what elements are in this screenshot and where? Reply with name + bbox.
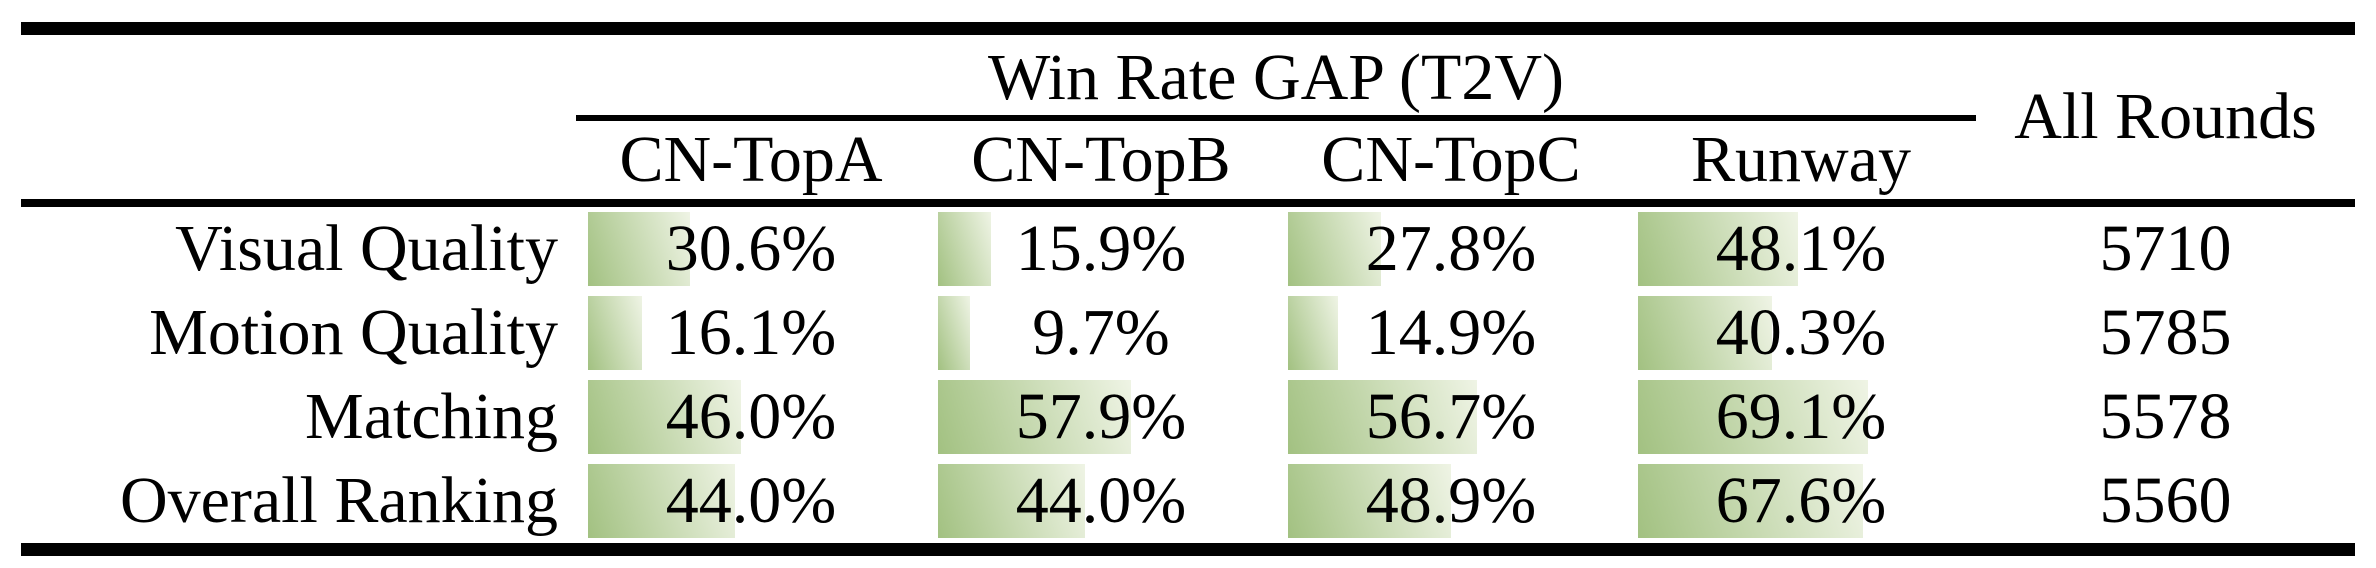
win-rate-bar — [588, 464, 735, 538]
win-rate-value: 56.7% — [1365, 380, 1537, 453]
value-cell: 44.0% — [926, 459, 1276, 543]
win-rate-group-column: Win Rate GAP (T2V) CN-TopA CN-TopB CN-To… — [576, 35, 1976, 199]
win-rate-bar — [1638, 296, 1773, 370]
bottom-rule — [21, 543, 2355, 556]
win-rate-value: 40.3% — [1715, 296, 1887, 369]
win-rate-value: 69.1% — [1715, 380, 1887, 453]
value-cell: 16.1% — [576, 291, 926, 375]
win-rate-bar — [1638, 380, 1869, 454]
value-cell: 46.0% — [576, 375, 926, 459]
win-rate-bar — [1638, 464, 1864, 538]
row-label: Motion Quality — [149, 296, 558, 369]
win-rate-bar — [588, 296, 642, 370]
win-rate-value: 14.9% — [1365, 296, 1537, 369]
win-rate-value: 44.0% — [1015, 464, 1187, 537]
column-header-cn-topc: CN-TopC — [1321, 123, 1581, 196]
win-rate-value: 15.9% — [1015, 212, 1187, 285]
win-rate-bar — [1288, 296, 1338, 370]
win-rate-value: 9.7% — [1032, 296, 1170, 369]
win-rate-table: Win Rate GAP (T2V) CN-TopA CN-TopB CN-To… — [21, 22, 2355, 556]
column-header-cn-topb: CN-TopB — [971, 123, 1231, 196]
row-label: Overall Ranking — [119, 464, 558, 537]
win-rate-value: 44.0% — [665, 464, 837, 537]
all-rounds-value: 5785 — [2099, 296, 2232, 369]
table-row-visual-quality: Visual Quality 30.6% 15.9% 27.8% 48.1% 5… — [21, 207, 2355, 291]
value-cell: 40.3% — [1626, 291, 1976, 375]
win-rate-bar — [1288, 212, 1381, 286]
value-cell: 30.6% — [576, 207, 926, 291]
column-header-runway: Runway — [1691, 123, 1911, 196]
value-cell: 48.1% — [1626, 207, 1976, 291]
win-rate-bar — [588, 212, 690, 286]
win-rate-bar — [938, 212, 991, 286]
win-rate-value: 67.6% — [1715, 464, 1887, 537]
row-label-column-spacer — [21, 35, 576, 199]
group-header-rule — [576, 115, 1976, 121]
win-rate-value: 48.9% — [1365, 464, 1537, 537]
win-rate-bar — [938, 464, 1085, 538]
value-cell: 15.9% — [926, 207, 1276, 291]
column-header-cn-topa: CN-TopA — [619, 123, 883, 196]
win-rate-value: 46.0% — [665, 380, 837, 453]
row-label: Matching — [305, 380, 558, 453]
win-rate-bar — [938, 296, 971, 370]
value-cell: 57.9% — [926, 375, 1276, 459]
value-cell: 56.7% — [1276, 375, 1626, 459]
sub-header-row: CN-TopA CN-TopB CN-TopC Runway — [576, 121, 1976, 199]
win-rate-bar — [938, 380, 1131, 454]
win-rate-value: 27.8% — [1365, 212, 1537, 285]
win-rate-value: 57.9% — [1015, 380, 1187, 453]
win-rate-value: 30.6% — [665, 212, 837, 285]
win-rate-bar — [1288, 380, 1477, 454]
table-row-overall-ranking: Overall Ranking 44.0% 44.0% 48.9% 67.6% … — [21, 459, 2355, 543]
header-body-rule — [21, 199, 2355, 207]
win-rate-bar — [588, 380, 742, 454]
win-rate-bar — [1288, 464, 1451, 538]
table-row-motion-quality: Motion Quality 16.1% 9.7% 14.9% 40.3% 57… — [21, 291, 2355, 375]
value-cell: 69.1% — [1626, 375, 1976, 459]
all-rounds-value: 5578 — [2099, 380, 2232, 453]
win-rate-bar — [1638, 212, 1799, 286]
value-cell: 27.8% — [1276, 207, 1626, 291]
top-rule — [21, 22, 2355, 35]
value-cell: 9.7% — [926, 291, 1276, 375]
value-cell: 67.6% — [1626, 459, 1976, 543]
win-rate-value: 16.1% — [665, 296, 837, 369]
value-cell: 14.9% — [1276, 291, 1626, 375]
group-header-title: Win Rate GAP (T2V) — [988, 41, 1564, 114]
all-rounds-value: 5560 — [2099, 464, 2232, 537]
value-cell: 48.9% — [1276, 459, 1626, 543]
row-label: Visual Quality — [175, 212, 558, 285]
all-rounds-value: 5710 — [2099, 212, 2232, 285]
win-rate-value: 48.1% — [1715, 212, 1887, 285]
column-header-all-rounds: All Rounds — [2014, 80, 2317, 153]
table-row-matching: Matching 46.0% 57.9% 56.7% 69.1% 5578 — [21, 375, 2355, 459]
value-cell: 44.0% — [576, 459, 926, 543]
table-header: Win Rate GAP (T2V) CN-TopA CN-TopB CN-To… — [21, 35, 2355, 199]
